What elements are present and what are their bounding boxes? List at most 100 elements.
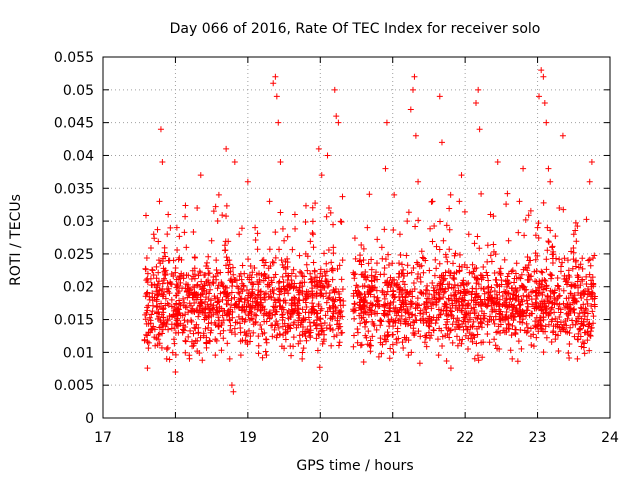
- data-point-listed: [451, 270, 458, 277]
- data-point: [562, 278, 569, 285]
- data-point-listed: [277, 159, 284, 166]
- data-point: [153, 275, 160, 282]
- data-point: [430, 327, 437, 334]
- data-point: [377, 317, 384, 324]
- data-point: [362, 268, 369, 275]
- data-point: [189, 284, 196, 291]
- data-point: [205, 324, 212, 331]
- data-point: [173, 301, 180, 308]
- data-point: [361, 291, 368, 298]
- data-point: [257, 296, 264, 303]
- data-point: [334, 317, 341, 324]
- data-point: [372, 310, 379, 317]
- data-point: [297, 268, 304, 275]
- data-point: [244, 339, 251, 346]
- data-point: [226, 317, 233, 324]
- data-point: [225, 265, 232, 272]
- data-point: [397, 252, 404, 259]
- data-point: [527, 207, 534, 214]
- data-point: [383, 279, 390, 286]
- data-point: [211, 293, 218, 300]
- data-point: [312, 200, 319, 207]
- data-point: [549, 316, 556, 323]
- data-point: [385, 251, 392, 258]
- data-point: [472, 291, 479, 298]
- data-point: [175, 276, 182, 283]
- data-point: [579, 276, 586, 283]
- data-point: [492, 251, 499, 258]
- data-point: [214, 285, 221, 292]
- data-point: [422, 332, 429, 339]
- data-point: [589, 274, 596, 281]
- data-point-listed: [163, 355, 170, 362]
- data-point: [249, 269, 256, 276]
- data-point: [318, 305, 325, 312]
- data-point-listed: [476, 126, 483, 133]
- data-point: [323, 268, 330, 275]
- data-point-listed: [325, 204, 332, 211]
- data-point: [461, 208, 468, 215]
- data-point: [338, 308, 345, 315]
- data-point: [305, 309, 312, 316]
- data-point: [447, 365, 454, 372]
- data-point: [337, 309, 344, 316]
- data-point: [197, 334, 204, 341]
- data-point: [190, 294, 197, 301]
- data-point: [503, 308, 510, 315]
- data-point: [143, 331, 150, 338]
- data-point: [269, 286, 276, 293]
- data-point-listed: [313, 309, 320, 316]
- data-point: [325, 281, 332, 288]
- data-point: [523, 320, 530, 327]
- data-point: [475, 281, 482, 288]
- data-point: [556, 314, 563, 321]
- data-point: [575, 284, 582, 291]
- data-point: [572, 219, 579, 226]
- data-point: [532, 318, 539, 325]
- data-point: [516, 313, 523, 320]
- data-point: [468, 297, 475, 304]
- data-point-listed: [391, 191, 398, 198]
- data-point: [340, 297, 347, 304]
- data-point-listed: [404, 218, 411, 225]
- data-point: [203, 344, 210, 351]
- data-point: [226, 261, 233, 268]
- data-point: [478, 276, 485, 283]
- data-point: [548, 272, 555, 279]
- data-point: [228, 302, 235, 309]
- data-point: [427, 299, 434, 306]
- data-point: [185, 285, 192, 292]
- data-point: [586, 347, 593, 354]
- data-point: [234, 319, 241, 326]
- data-point-listed: [244, 178, 251, 185]
- data-point: [588, 289, 595, 296]
- data-point: [469, 261, 476, 268]
- data-point: [210, 208, 217, 215]
- data-point: [296, 314, 303, 321]
- data-point: [255, 350, 262, 357]
- data-point: [458, 340, 465, 347]
- data-point: [350, 343, 357, 350]
- data-point: [368, 309, 375, 316]
- data-point: [218, 321, 225, 328]
- data-point: [505, 321, 512, 328]
- data-point: [474, 315, 481, 322]
- data-point: [487, 252, 494, 259]
- y-tick-label: 0.03: [63, 214, 94, 230]
- data-point: [377, 335, 384, 342]
- data-point: [517, 326, 524, 333]
- data-point: [336, 262, 343, 269]
- data-point: [537, 322, 544, 329]
- data-point: [520, 292, 527, 299]
- data-point-listed: [429, 198, 436, 205]
- data-point: [161, 249, 168, 256]
- data-point: [206, 305, 213, 312]
- data-point-listed: [563, 277, 570, 284]
- data-point: [356, 304, 363, 311]
- data-point: [435, 290, 442, 297]
- data-point-listed: [170, 336, 177, 343]
- data-point: [225, 238, 232, 245]
- data-point: [262, 296, 269, 303]
- data-point-listed: [320, 336, 327, 343]
- data-point: [465, 280, 472, 287]
